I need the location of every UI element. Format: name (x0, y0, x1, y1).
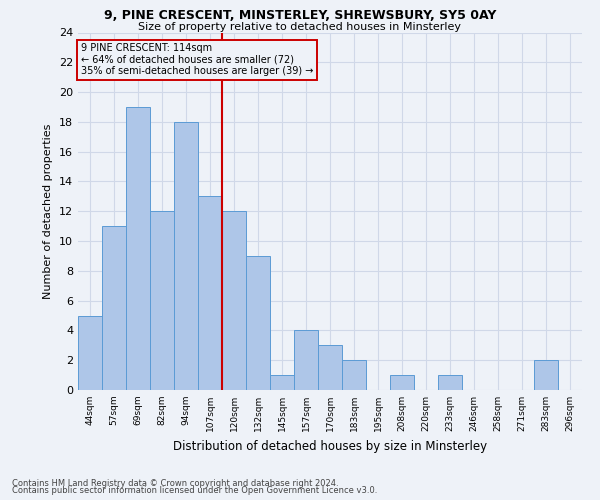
Bar (342, 360, 366, 390)
Text: 9 PINE CRESCENT: 114sqm
← 64% of detached houses are smaller (72)
35% of semi-de: 9 PINE CRESCENT: 114sqm ← 64% of detache… (81, 43, 313, 76)
Bar (270, 375, 294, 390)
Bar (126, 107, 150, 390)
Bar (438, 375, 462, 390)
Bar (294, 330, 318, 390)
Bar (534, 360, 558, 390)
Text: Contains public sector information licensed under the Open Government Licence v3: Contains public sector information licen… (12, 486, 377, 495)
Text: Size of property relative to detached houses in Minsterley: Size of property relative to detached ho… (139, 22, 461, 32)
X-axis label: Distribution of detached houses by size in Minsterley: Distribution of detached houses by size … (173, 440, 487, 452)
Bar (174, 122, 198, 390)
Bar (198, 196, 222, 390)
Bar (390, 375, 414, 390)
Bar (318, 346, 342, 390)
Text: Contains HM Land Registry data © Crown copyright and database right 2024.: Contains HM Land Registry data © Crown c… (12, 478, 338, 488)
Bar (222, 211, 246, 390)
Y-axis label: Number of detached properties: Number of detached properties (43, 124, 53, 299)
Bar (246, 256, 270, 390)
Bar (102, 226, 126, 390)
Bar (150, 211, 174, 390)
Text: 9, PINE CRESCENT, MINSTERLEY, SHREWSBURY, SY5 0AY: 9, PINE CRESCENT, MINSTERLEY, SHREWSBURY… (104, 9, 496, 22)
Bar (78, 316, 102, 390)
